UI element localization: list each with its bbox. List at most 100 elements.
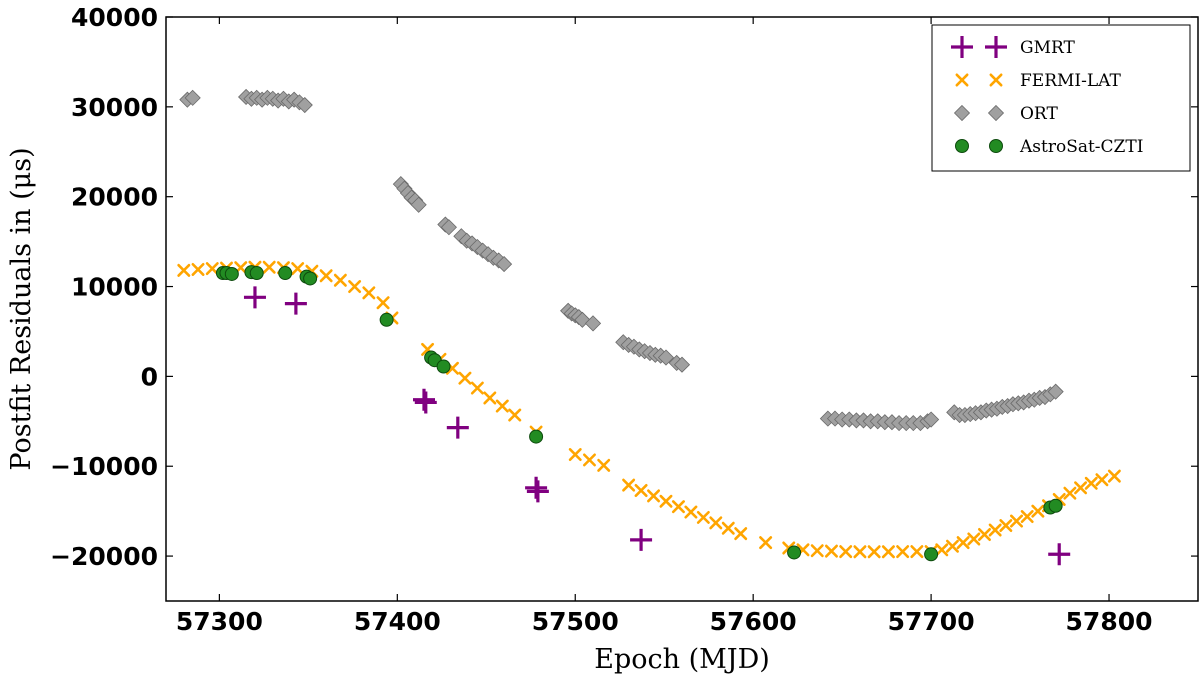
- legend: GMRT FERMI-LAT ORT AstroSat-CZTI: [931, 24, 1191, 172]
- data-point: [1048, 498, 1063, 513]
- data-point: [759, 536, 773, 550]
- axes-frame: [165, 16, 1199, 602]
- data-point: [1048, 543, 1071, 566]
- data-point: [526, 480, 549, 503]
- data-point: [348, 280, 362, 294]
- data-point: [881, 545, 895, 559]
- legend-marker: [951, 36, 973, 58]
- x-tick-label: 57500: [532, 607, 619, 636]
- data-point: [303, 271, 318, 286]
- data-point: [483, 391, 497, 405]
- data-point: [296, 96, 313, 114]
- data-point: [243, 286, 266, 309]
- data-point: [508, 408, 522, 422]
- series-gmrt: [243, 286, 1071, 566]
- data-point: [262, 260, 276, 274]
- data-point: [333, 273, 347, 287]
- data-point: [839, 545, 853, 559]
- legend-box: [931, 24, 1191, 172]
- series-astrosat-czti: [215, 265, 1063, 562]
- data-point: [446, 416, 469, 439]
- legend-item: ORT: [953, 104, 1058, 124]
- data-point: [1047, 383, 1064, 400]
- data-point: [278, 266, 293, 281]
- data-point: [414, 391, 437, 414]
- data-point: [410, 196, 427, 213]
- data-point: [568, 448, 582, 462]
- data-point: [923, 411, 940, 428]
- data-point: [853, 545, 867, 559]
- y-tick-label: −20000: [50, 542, 158, 571]
- data-point: [582, 453, 596, 467]
- y-tick-label: 20000: [71, 183, 158, 212]
- data-point: [413, 388, 435, 411]
- data-point: [584, 315, 602, 332]
- legend-marker: [955, 139, 969, 153]
- y-tick-label: 0: [141, 362, 158, 391]
- data-point: [205, 262, 219, 276]
- y-tick-label: 30000: [71, 93, 158, 122]
- data-point: [525, 476, 548, 499]
- data-point: [671, 500, 685, 514]
- legend-marker: [987, 104, 1005, 122]
- data-point: [999, 519, 1013, 533]
- data-point: [177, 263, 191, 277]
- data-point: [896, 545, 910, 559]
- legend-marker: [985, 36, 1007, 58]
- legend-marker: [955, 73, 969, 87]
- data-point: [458, 371, 472, 385]
- data-point: [734, 527, 748, 541]
- x-axis-label: Epoch (MJD): [594, 644, 770, 674]
- x-tick-label: 57800: [1066, 607, 1153, 636]
- data-point: [574, 311, 591, 328]
- legend-marker: [989, 139, 1003, 153]
- data-point: [787, 545, 802, 560]
- data-point: [224, 266, 239, 281]
- data-point: [440, 219, 457, 236]
- data-point: [945, 539, 959, 553]
- data-point: [1084, 476, 1098, 490]
- data-point: [709, 516, 723, 530]
- data-point: [1020, 510, 1034, 524]
- data-point: [810, 544, 824, 558]
- data-point: [867, 545, 881, 559]
- data-point: [924, 547, 939, 562]
- data-point: [673, 356, 691, 373]
- data-point: [956, 536, 970, 550]
- data-point: [721, 521, 735, 535]
- data-point: [696, 510, 710, 524]
- legend-label: ORT: [1020, 104, 1058, 124]
- data-point: [935, 543, 949, 557]
- x-tick-label: 57300: [176, 607, 263, 636]
- data-point: [184, 89, 201, 106]
- data-point: [910, 545, 924, 559]
- y-axis-label: Postfit Residuals in (μs): [6, 147, 37, 470]
- x-tick-label: 57700: [888, 607, 975, 636]
- data-point: [191, 262, 205, 276]
- data-point: [630, 528, 653, 551]
- legend-item: AstroSat-CZTI: [955, 137, 1143, 157]
- data-point: [1095, 473, 1109, 487]
- legend-label: GMRT: [1020, 38, 1075, 58]
- data-point: [659, 494, 673, 508]
- data-point: [1107, 469, 1121, 483]
- data-point: [495, 399, 509, 413]
- data-point: [379, 312, 394, 327]
- data-point: [622, 478, 636, 492]
- x-tick-label: 57600: [710, 607, 797, 636]
- data-point: [291, 262, 305, 276]
- y-tick-label: 10000: [71, 273, 158, 302]
- legend-marker: [953, 104, 971, 122]
- data-point: [529, 429, 544, 444]
- plot-area: [177, 88, 1121, 566]
- data-point: [1031, 504, 1045, 518]
- data-point: [496, 256, 513, 273]
- data-point: [436, 359, 451, 374]
- data-point: [967, 532, 981, 546]
- data-point: [1063, 486, 1077, 500]
- y-tick-label: −10000: [50, 452, 158, 481]
- data-point: [249, 266, 264, 281]
- axis-ticks: 57300 57400 57500 57600 57700 57800 40000 30000…: [50, 3, 1198, 636]
- series-ort: [179, 88, 1064, 432]
- legend-label: FERMI-LAT: [1020, 71, 1122, 91]
